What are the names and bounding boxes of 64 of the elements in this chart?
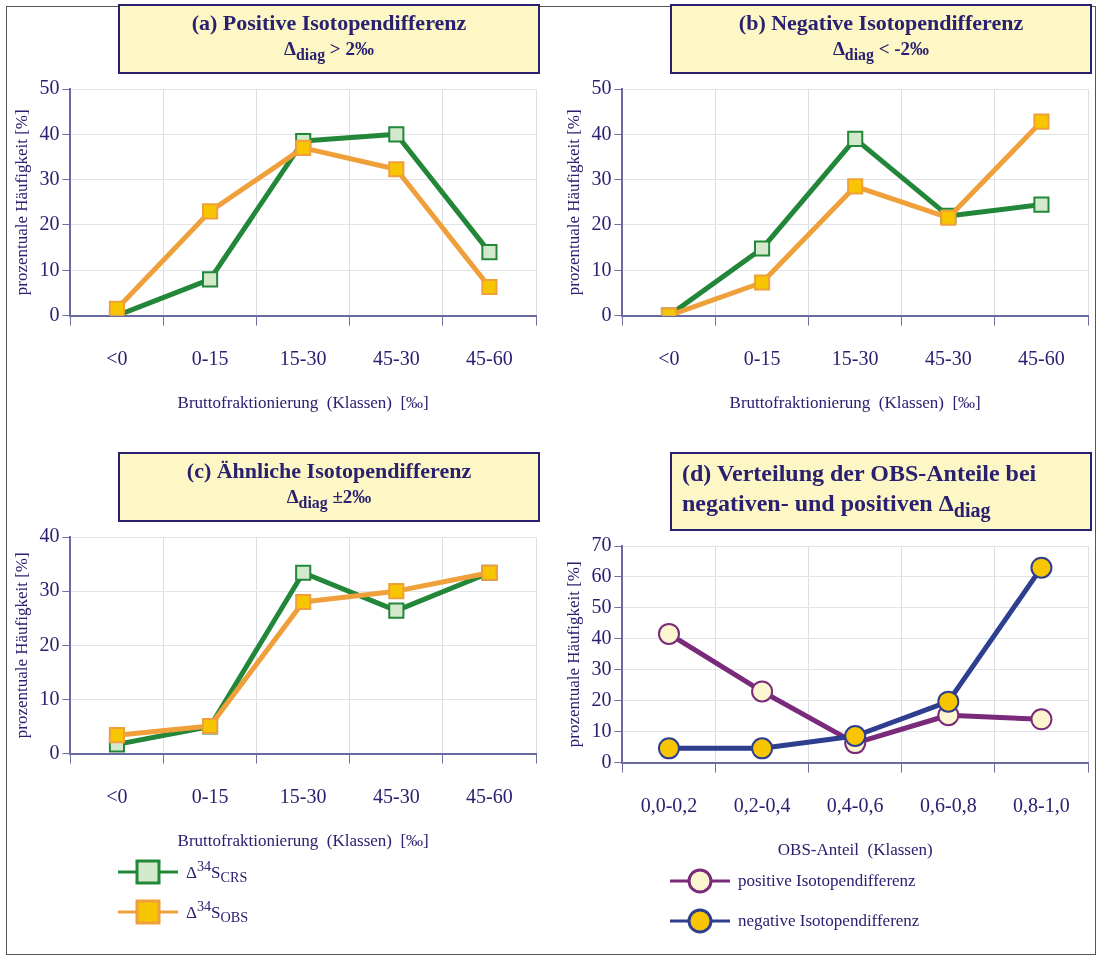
y-tick-label: 30: [591, 656, 612, 679]
y-tick-label: 0: [601, 302, 612, 325]
y-tick-label: 30: [39, 166, 60, 189]
y-tick-label: 10: [591, 257, 612, 280]
y-tick-label: 0: [601, 749, 612, 772]
y-tick-label: 50: [39, 76, 60, 99]
y-axis-title: prozentuale Häufigkeit [%]: [563, 561, 583, 748]
y-tick-label: 20: [591, 687, 612, 710]
y-tick-label: 40: [591, 625, 612, 648]
y-tick-label: 0: [49, 302, 60, 325]
x-tick-label: 0-15: [191, 346, 229, 369]
x-tick-label: <0: [106, 784, 128, 807]
chart-subtitle: Δ$_{diag}$ < -2‰: [831, 37, 931, 66]
y-tick-label: 30: [591, 166, 612, 189]
y-tick-label: 70: [591, 533, 612, 556]
y-tick-label: 10: [39, 686, 60, 709]
legend-label: Δ$^{34}$S$_{CRS}$: [186, 857, 248, 886]
chart-title: (d) Verteilung der OBS-Anteile bei negativen- und positiven Δ$_{diag}$: [682, 459, 1038, 524]
x-tick-label: 0,0-0,2: [640, 793, 698, 816]
x-tick-label: <0: [106, 346, 128, 369]
x-tick-label: 15-30: [279, 784, 327, 807]
x-tick-label: 15-30: [831, 346, 879, 369]
x-axis-title: Bruttofraktionierung (Klassen) [‰]: [177, 831, 429, 851]
x-axis-title: OBS-Anteil (Klassen): [777, 840, 933, 860]
chart-title: (a) Positive Isotopendifferenz: [190, 10, 468, 36]
y-tick-label: 40: [39, 121, 60, 144]
chart-subtitle: Δ$_{diag}$ ±2‰: [285, 485, 373, 514]
x-tick-label: 45-60: [466, 784, 513, 807]
y-tick-label: 40: [39, 524, 60, 547]
legend-label: negative Isotopendifferenz: [738, 910, 920, 931]
y-tick-label: 60: [591, 563, 612, 586]
y-tick-label: 20: [39, 632, 60, 655]
y-axis-title: prozentuale Häufigkeit [%]: [11, 109, 31, 296]
y-tick-label: 20: [591, 212, 612, 235]
y-tick-label: 50: [591, 594, 612, 617]
y-tick-label: 10: [39, 257, 60, 280]
x-tick-label: 0,2-0,4: [733, 793, 791, 816]
x-tick-label: 45-30: [924, 346, 972, 369]
x-axis-title: Bruttofraktionierung (Klassen) [‰]: [729, 393, 981, 413]
y-tick-label: 40: [591, 121, 612, 144]
x-tick-label: 45-30: [372, 784, 420, 807]
x-axis-title: Bruttofraktionierung (Klassen) [‰]: [177, 393, 429, 413]
chart-title: (b) Negative Isotopendifferenz: [737, 10, 1025, 36]
y-tick-label: 10: [591, 718, 612, 741]
y-tick-label: 20: [39, 212, 60, 235]
x-tick-label: 15-30: [279, 346, 327, 369]
x-tick-label: 45-30: [372, 346, 420, 369]
x-tick-label: 45-60: [466, 346, 513, 369]
x-tick-label: 0-15: [191, 784, 229, 807]
x-tick-label: 0,6-0,8: [919, 793, 977, 816]
chart-subtitle: Δ$_{diag}$ > 2‰: [283, 37, 375, 66]
y-tick-label: 50: [591, 76, 612, 99]
x-tick-label: 45-60: [1018, 346, 1065, 369]
x-tick-label: 0,4-0,6: [826, 793, 884, 816]
legend-label: Δ$^{34}$S$_{OBS}$: [186, 897, 249, 926]
x-tick-label: 0,8-1,0: [1013, 793, 1070, 816]
y-tick-label: 0: [49, 740, 60, 763]
y-axis-title: prozentuale Häufigkeit [%]: [563, 109, 583, 296]
x-tick-label: <0: [658, 346, 680, 369]
legend-label: positive Isotopendifferenz: [738, 870, 916, 891]
y-axis-title: prozentuale Häufigkeit [%]: [11, 552, 31, 739]
x-tick-label: 0-15: [743, 346, 781, 369]
y-tick-label: 30: [39, 578, 60, 601]
chart-title: (c) Ähnliche Isotopendifferenz: [185, 458, 473, 484]
